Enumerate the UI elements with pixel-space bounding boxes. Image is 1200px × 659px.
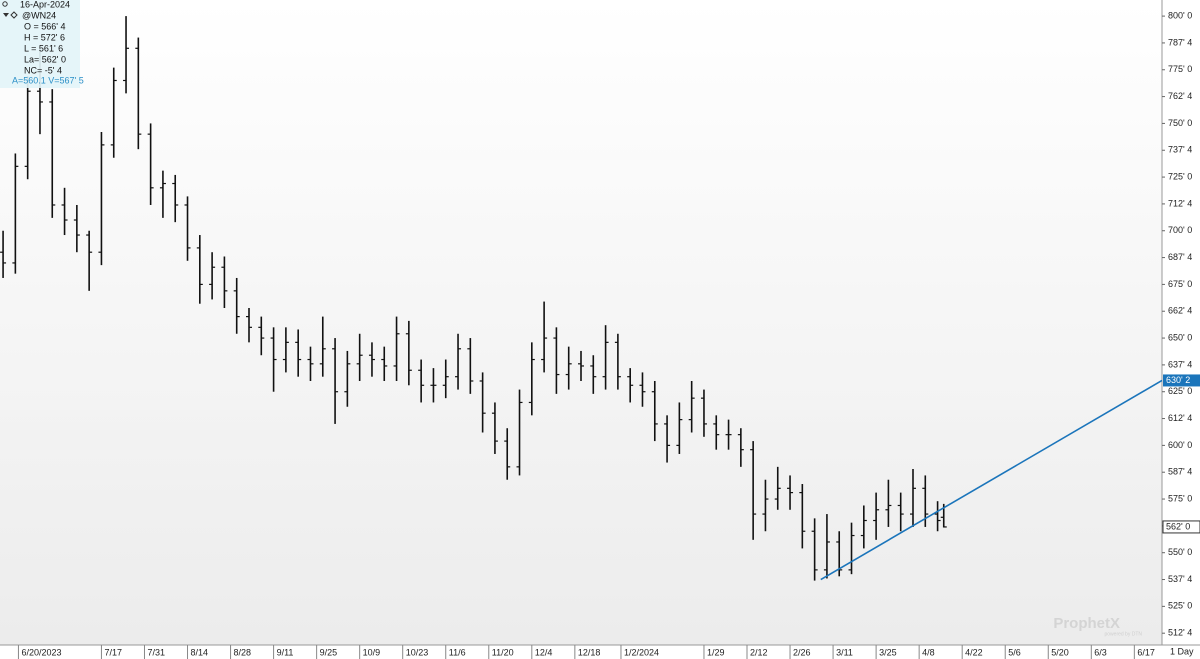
x-tick-label: 5/6 <box>1008 647 1021 657</box>
y-tick-label: 525' 0 <box>1168 601 1192 611</box>
x-tick-label: 6/3 <box>1094 647 1107 657</box>
watermark-brand: ProphetX <box>1053 615 1120 632</box>
x-tick-label: 10/23 <box>406 647 429 657</box>
x-axis-panel <box>0 645 1200 659</box>
y-tick-label: 712' 4 <box>1168 198 1192 208</box>
info-line: La= 562' 0 <box>24 54 66 64</box>
collapse-icon[interactable] <box>3 13 9 17</box>
y-tick-label: 537' 4 <box>1168 574 1192 584</box>
info-line: O = 566' 4 <box>24 21 66 31</box>
y-tick-label: 750' 0 <box>1168 118 1192 128</box>
x-tick-label: 12/4 <box>535 647 553 657</box>
y-tick-label: 575' 0 <box>1168 493 1192 503</box>
y-tick-label: 637' 4 <box>1168 359 1192 369</box>
info-date: 16-Apr-2024 <box>20 0 70 9</box>
y-tick-label: 737' 4 <box>1168 145 1192 155</box>
x-tick-label: 2/26 <box>793 647 811 657</box>
last-price-box <box>1162 520 1200 534</box>
y-tick-label: 662' 4 <box>1168 306 1192 316</box>
y-tick-label: 700' 0 <box>1168 225 1192 235</box>
x-tick-label: 4/22 <box>965 647 983 657</box>
x-tick-label: 11/6 <box>449 647 466 657</box>
info-panel <box>0 0 80 88</box>
y-tick-label: 687' 4 <box>1168 252 1192 262</box>
y-tick-label: 762' 4 <box>1168 91 1192 101</box>
y-tick-label: 587' 4 <box>1168 467 1192 477</box>
trend-line <box>820 379 1163 581</box>
y-tick-label: 512' 4 <box>1168 628 1192 638</box>
y-tick-label: 775' 0 <box>1168 64 1192 74</box>
plot <box>0 16 1163 581</box>
y-tick-label: 650' 0 <box>1168 332 1192 342</box>
search-icon[interactable] <box>2 1 8 7</box>
y-tick-label: 550' 0 <box>1168 547 1192 557</box>
x-tick-label: 3/25 <box>879 647 897 657</box>
y-tick-label: 600' 0 <box>1168 440 1192 450</box>
x-tick-label: 11/20 <box>492 647 514 657</box>
x-tick-label: 4/8 <box>922 647 935 657</box>
x-tick-label: 1/29 <box>707 647 725 657</box>
info-line: L = 561' 6 <box>24 43 63 53</box>
x-tick-label: 8/28 <box>234 647 252 657</box>
y-tick-label: 675' 0 <box>1168 279 1192 289</box>
interval-label: 1 Day <box>1170 646 1194 656</box>
info-line: NC= -5' 4 <box>24 65 62 75</box>
info-footer: A=560.1 V=567' 5 <box>12 75 84 85</box>
x-tick-label: 6/17 <box>1137 647 1155 657</box>
y-tick-label: 787' 4 <box>1168 37 1192 47</box>
x-tick-label: 2/12 <box>750 647 768 657</box>
x-tick-label: 12/18 <box>578 647 601 657</box>
trend-price-label: 630' 2 <box>1166 375 1190 385</box>
y-axis-panel <box>1162 0 1200 645</box>
x-tick-label: 1/2/2024 <box>624 647 659 657</box>
x-tick-label: 6/20/2023 <box>21 647 61 657</box>
info-line: H = 572' 6 <box>24 32 65 42</box>
info-symbol: @WN24 <box>22 10 56 20</box>
x-tick-label: 7/31 <box>147 647 165 657</box>
y-tick-label: 612' 4 <box>1168 413 1192 423</box>
y-tick-label: 625' 0 <box>1168 386 1192 396</box>
x-tick-label: 9/25 <box>320 647 338 657</box>
plot-background <box>0 0 1162 645</box>
y-tick-label: 725' 0 <box>1168 171 1192 181</box>
watermark-sub: powered by DTN <box>1104 631 1142 637</box>
y-tick-label: 800' 0 <box>1168 10 1192 20</box>
x-tick-label: 8/14 <box>191 647 209 657</box>
trend-price-box <box>1163 374 1200 387</box>
x-tick-label: 10/9 <box>363 647 381 657</box>
symbol-icon <box>10 11 18 19</box>
last-price-label: 562' 0 <box>1166 521 1190 531</box>
x-tick-label: 7/17 <box>104 647 122 657</box>
x-tick-label: 3/11 <box>836 647 853 657</box>
x-tick-label: 9/11 <box>277 647 294 657</box>
x-tick-label: 5/20 <box>1051 647 1069 657</box>
